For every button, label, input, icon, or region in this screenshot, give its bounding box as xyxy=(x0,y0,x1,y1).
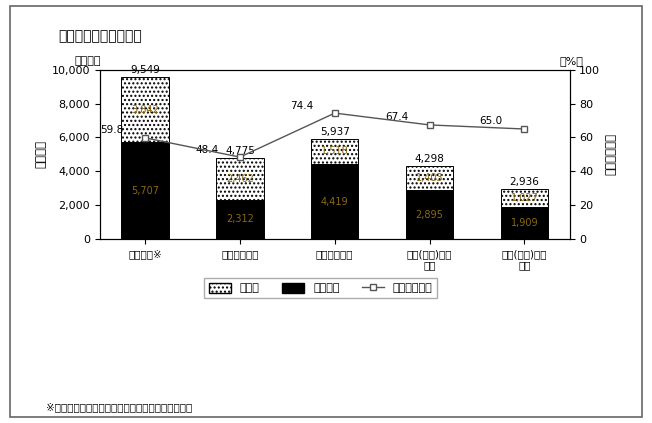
Bar xyxy=(216,200,263,239)
Y-axis label: 自己資金比率: 自己資金比率 xyxy=(604,133,617,176)
Text: 3,842: 3,842 xyxy=(131,105,159,115)
Text: 5,937: 5,937 xyxy=(320,126,349,137)
Text: 5,707: 5,707 xyxy=(131,186,159,196)
Text: 4,775: 4,775 xyxy=(225,146,255,156)
Text: 二次取得者の購入資金: 二次取得者の購入資金 xyxy=(59,30,142,44)
Bar xyxy=(501,207,548,239)
Text: 1,403: 1,403 xyxy=(416,173,443,183)
Text: 4,298: 4,298 xyxy=(415,154,445,164)
Text: 2,895: 2,895 xyxy=(416,209,443,220)
Text: 2,936: 2,936 xyxy=(510,177,539,187)
Text: 1,518: 1,518 xyxy=(321,146,349,157)
自己資金比率 xyxy=(141,135,149,140)
Bar xyxy=(311,164,359,239)
Text: 1,027: 1,027 xyxy=(511,193,539,203)
Text: 67.4: 67.4 xyxy=(385,113,408,122)
Bar xyxy=(501,190,548,207)
Bar xyxy=(311,139,359,164)
Text: 1,909: 1,909 xyxy=(511,218,539,228)
Text: 59.8: 59.8 xyxy=(100,125,123,135)
Text: 48.4: 48.4 xyxy=(195,145,218,154)
Text: （%）: （%） xyxy=(559,55,584,66)
Legend: 借入金, 自己資金, 自己資金比率: 借入金, 自己資金, 自己資金比率 xyxy=(204,278,437,298)
自己資金比率 xyxy=(426,122,434,127)
Bar xyxy=(121,143,169,239)
自己資金比率 xyxy=(520,126,528,132)
Text: 74.4: 74.4 xyxy=(290,101,313,110)
Text: （万円）: （万円） xyxy=(75,55,102,66)
自己資金比率 xyxy=(331,110,338,115)
Y-axis label: 購入資金: 購入資金 xyxy=(35,140,48,168)
Bar xyxy=(216,158,263,200)
Line: 自己資金比率: 自己資金比率 xyxy=(142,110,527,160)
Text: 2,312: 2,312 xyxy=(226,214,254,225)
Bar xyxy=(406,166,453,190)
Bar xyxy=(406,190,453,239)
Bar xyxy=(121,77,169,143)
自己資金比率 xyxy=(236,154,244,159)
Text: 2,462: 2,462 xyxy=(226,174,254,184)
Text: 4,419: 4,419 xyxy=(321,197,349,206)
Text: 9,549: 9,549 xyxy=(130,66,160,75)
Text: ※土地を購入した新築世帯（土地購入資金も含む）: ※土地を購入した新築世帯（土地購入資金も含む） xyxy=(46,402,192,412)
Text: 65.0: 65.0 xyxy=(480,116,503,126)
